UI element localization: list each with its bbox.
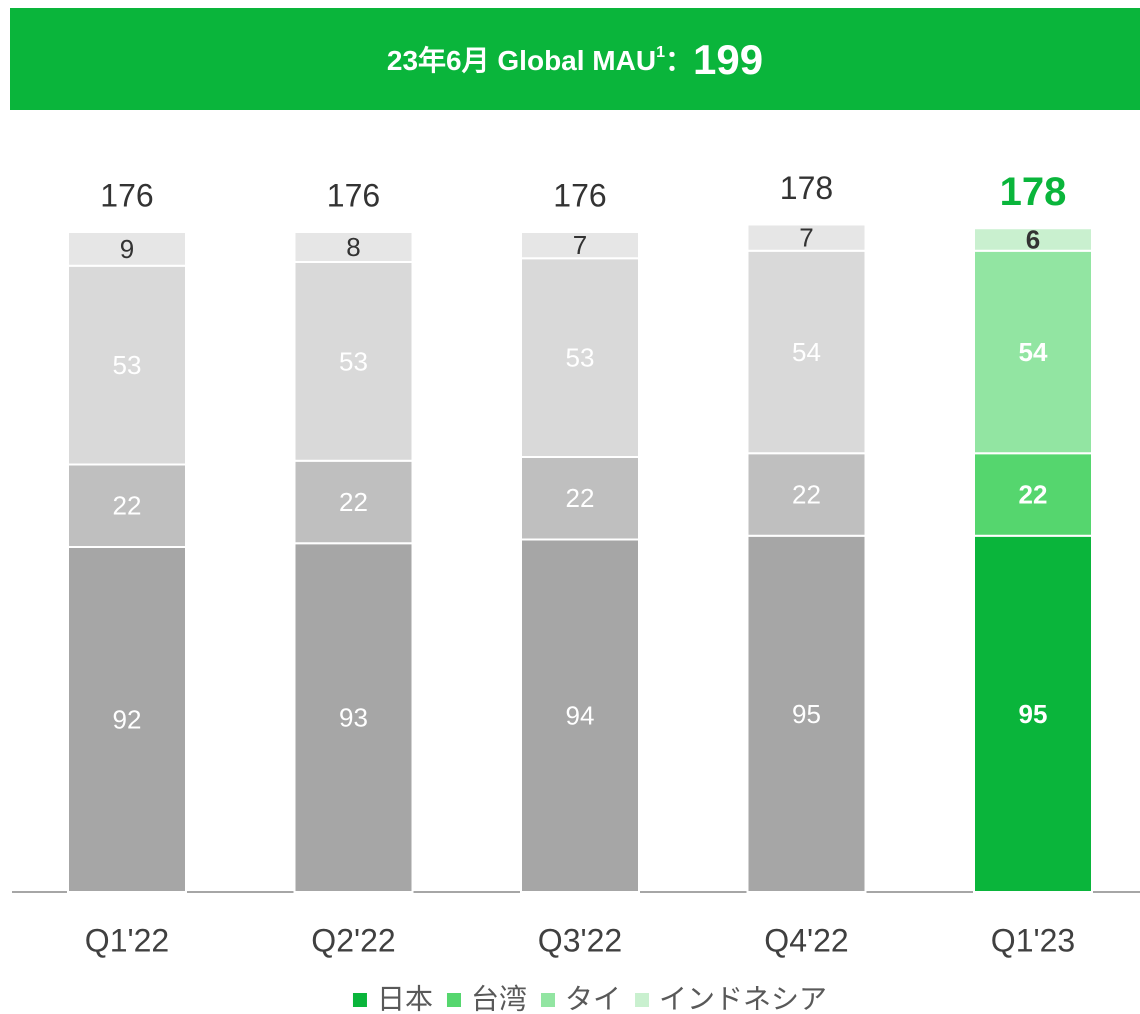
bar-segment: [973, 452, 1093, 537]
segment-label: 92: [113, 704, 142, 734]
segment-label: 22: [566, 483, 595, 513]
legend-swatch: [635, 993, 650, 1007]
x-tick-label: Q1'22: [85, 922, 169, 958]
x-tick-label: Q4'22: [764, 922, 848, 958]
legend-swatch: [541, 993, 555, 1007]
banner-text: 23年6月 Global MAU: [387, 44, 656, 76]
total-label: 176: [327, 177, 380, 213]
segment-label: 54: [1019, 337, 1048, 367]
bar-segment: [520, 257, 640, 458]
bar-segment: [973, 249, 1093, 455]
legend-swatch: [446, 993, 461, 1007]
bar-segment: [293, 261, 414, 462]
bar-segment: [293, 231, 414, 263]
total-label: 176: [100, 177, 153, 213]
segment-label: 95: [792, 699, 821, 729]
bar-segment: [67, 546, 187, 893]
legend-label: インドネシア: [659, 983, 827, 1014]
x-tick-label: Q2'22: [311, 922, 395, 958]
bar-segment: [746, 249, 867, 455]
segment-label: 7: [799, 223, 813, 253]
bar-segment: [293, 542, 414, 893]
legend-label: タイ: [565, 983, 621, 1014]
segment-label: 22: [113, 491, 142, 521]
legend-label: 日本: [377, 983, 433, 1014]
total-label: 178: [1000, 170, 1067, 214]
segment-label: 22: [792, 479, 821, 509]
total-label: 178: [780, 170, 833, 206]
segment-label: 22: [339, 487, 368, 517]
legend-label: 台湾: [471, 983, 527, 1014]
x-tick-label: Q1'23: [991, 922, 1075, 958]
segment-label: 93: [339, 703, 368, 733]
segment-label: 6: [1026, 224, 1040, 254]
bar-segment: [67, 231, 187, 267]
segment-label: 54: [792, 337, 821, 367]
total-label: 176: [553, 177, 606, 213]
bar-segment: [973, 227, 1093, 252]
segment-label: 53: [339, 346, 368, 376]
bar-segment: [973, 534, 1093, 893]
bar-segment: [67, 264, 187, 466]
segment-label: 22: [1019, 479, 1048, 509]
bar-segment: [746, 534, 867, 893]
bar-segment: [746, 452, 867, 537]
x-tick-label: Q3'22: [538, 922, 622, 958]
segment-label: 8: [346, 232, 360, 262]
banner-separator: ：: [665, 45, 693, 76]
bar-segment: [520, 538, 640, 893]
legend-swatch: [352, 993, 367, 1007]
banner-title: 23年6月 Global MAU1：199: [387, 36, 763, 83]
bar-segment: [746, 223, 867, 252]
segment-label: 9: [120, 234, 134, 264]
banner-value: 199: [693, 36, 763, 83]
banner-footnote: 1: [656, 44, 665, 61]
segment-label: 94: [566, 701, 595, 731]
bar-segment: [520, 231, 640, 260]
segment-label: 95: [1019, 699, 1048, 729]
banner: [10, 8, 1140, 110]
segment-label: 53: [113, 350, 142, 380]
segment-label: 53: [566, 343, 595, 373]
segment-label: 7: [573, 230, 587, 260]
